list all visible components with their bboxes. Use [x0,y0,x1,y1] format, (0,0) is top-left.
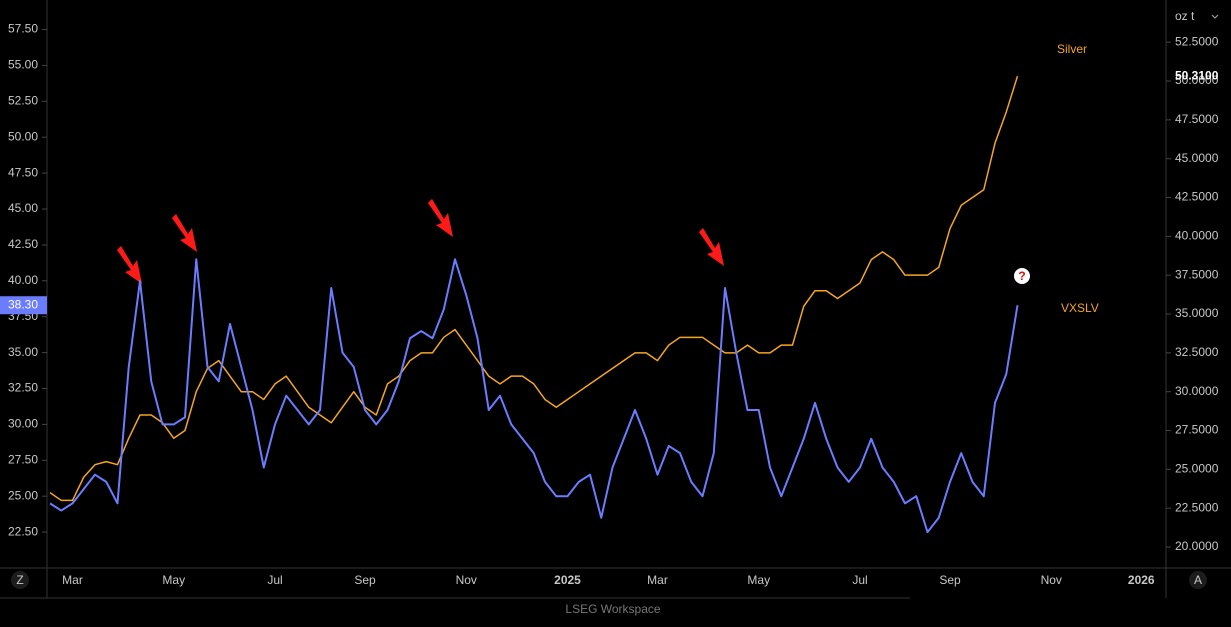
x-tick-label: Mar [62,573,83,587]
right-button[interactable]: A [1194,573,1202,587]
y-tick-label: 40.00 [8,273,38,287]
y2-tick-label: 52.5000 [1175,34,1219,48]
y-tick-label: 25.00 [8,488,38,502]
last-value-label: 38.30 [8,297,38,311]
y2-tick-label: 22.5000 [1175,500,1219,514]
y2-tick-label: 40.0000 [1175,229,1219,243]
y2-tick-label: 35.0000 [1175,306,1219,320]
footer: LSEG Workspace [565,602,660,616]
y2-tick-label: 32.5000 [1175,345,1219,359]
last-value-label: 50.3100 [1175,68,1219,82]
left-button-bg[interactable] [11,571,29,589]
y-tick-label: 30.00 [8,417,38,431]
series-line [49,258,1019,534]
x-tick-label: Nov [1041,573,1062,587]
x-tick-label: May [747,573,770,587]
annotation: VXSLV [1061,301,1099,315]
y-tick-label: 50.00 [8,129,38,143]
right-button-bg[interactable] [1189,571,1207,589]
y-tick-label: 45.00 [8,201,38,215]
y-tick-label: 27.50 [8,452,38,466]
arrow [172,214,197,252]
x-tick-label: Nov [456,573,477,587]
question-bg [1014,268,1030,284]
arrow [117,246,142,284]
y2-tick-label: 47.5000 [1175,112,1219,126]
y2-tick-label: 20.0000 [1175,539,1219,553]
y2-tick-label: 45.0000 [1175,151,1219,165]
y-tick-label: 57.50 [8,22,38,36]
arrow [428,199,453,237]
y-tick-label: 22.50 [8,524,38,538]
series-line [49,75,1019,502]
y-tick-label: 35.00 [8,345,38,359]
x-tick-label: Jul [267,573,282,587]
x-tick-label: Mar [647,573,668,587]
x-tick-label: Sep [939,573,961,587]
arrow [699,228,724,266]
x-tick-label: Jul [852,573,867,587]
y-tick-label: 42.50 [8,237,38,251]
y2-tick-label: 30.0000 [1175,384,1219,398]
y2-tick-label: 25.0000 [1175,462,1219,476]
y2-tick-label: 37.5000 [1175,267,1219,281]
arrows [117,199,724,284]
x-tick-label: Sep [354,573,376,587]
y2-tick-label: 42.5000 [1175,190,1219,204]
y-tick-label: 55.00 [8,58,38,72]
annotation: ? [1018,269,1025,283]
y2-tick-label: 27.5000 [1175,423,1219,437]
unit-dropdown[interactable] [1211,14,1219,19]
y2-tick-label: 50.0000 [1175,73,1219,87]
y-tick-label: 47.50 [8,165,38,179]
annotation: Silver [1057,42,1087,56]
x-tick-label: 2026 [1128,573,1155,587]
x-tick-label: May [162,573,185,587]
y-tick-label: 52.50 [8,94,38,108]
y-tick-label: 32.50 [8,381,38,395]
unit-label: oz t [1175,9,1195,23]
last-value-bg [0,296,47,315]
left-button[interactable]: Z [16,573,23,587]
x-tick-label: 2025 [554,573,581,587]
